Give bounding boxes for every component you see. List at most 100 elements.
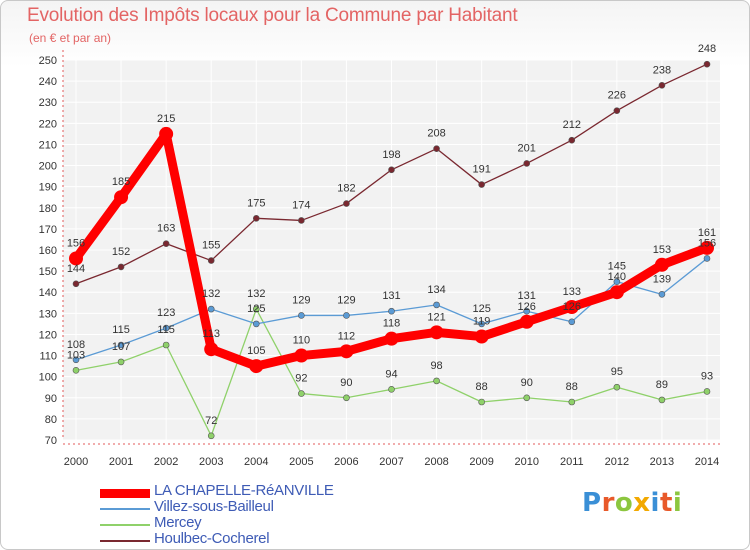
data-label-3: 226 [608,90,626,102]
series-point-2 [298,390,305,397]
series-point-1 [298,312,305,319]
data-label-1: 125 [472,303,490,315]
y-tick-label: 210 [39,139,57,151]
y-tick-label: 150 [39,266,57,278]
y-tick-label: 90 [45,393,57,405]
series-point-0 [249,359,264,374]
x-tick-label: 2010 [514,456,538,468]
x-tick-label: 2007 [379,456,403,468]
series-point-3 [388,166,395,174]
series-point-3 [703,60,711,68]
data-label-0: 185 [112,176,130,188]
series-point-2 [658,396,666,404]
y-tick-label: 240 [39,76,57,88]
data-label-1: 131 [382,290,400,302]
data-label-0: 133 [563,286,581,298]
data-label-1: 145 [608,261,626,273]
series-point-3 [162,240,170,247]
series-point-3 [613,107,621,114]
series-point-1 [343,312,350,319]
series-point-2 [478,398,485,406]
series-point-0 [159,126,174,141]
data-label-2: 115 [157,324,175,336]
data-label-0: 153 [653,244,671,256]
series-point-1 [613,278,621,285]
series-point-3 [568,136,576,144]
chart-subtitle: (en € et par an) [29,31,112,45]
series-point-0 [114,190,129,205]
series-point-2 [433,377,440,385]
data-label-2: 93 [701,370,713,382]
series-point-2 [162,341,170,349]
data-label-2: 107 [112,341,130,353]
series-point-3 [72,280,80,288]
data-label-3: 174 [292,199,310,211]
legend-swatch [100,508,150,510]
y-tick-label: 200 [39,161,57,173]
series-point-2 [252,305,260,313]
data-label-2: 103 [67,349,85,361]
data-label-2: 72 [205,415,217,427]
series-point-1 [252,320,260,328]
series-point-1 [117,341,125,349]
series-point-3 [523,160,531,167]
data-label-0: 140 [608,271,626,283]
series-point-2 [568,398,576,406]
series-point-0 [654,257,669,272]
x-tick-label: 2003 [199,456,223,468]
data-label-0: 112 [338,330,356,342]
series-point-0 [519,314,534,329]
legend-swatch [100,540,150,542]
data-label-1: 125 [247,303,265,315]
series-point-0 [69,251,83,266]
series-point-0 [429,325,444,340]
series-point-3 [658,82,666,89]
logo-letter: i [672,488,683,518]
series-point-3 [298,217,305,224]
data-label-1: 129 [292,294,310,306]
data-label-3: 175 [247,197,265,209]
series-point-0 [384,331,399,346]
y-tick-label: 80 [45,414,57,426]
data-label-1: 123 [157,307,175,319]
logo-letter: P [582,488,602,518]
data-label-0: 161 [698,227,716,239]
data-label-2: 90 [521,377,533,389]
legend-swatch [100,488,150,498]
data-label-0: 113 [202,328,220,340]
data-label-3: 201 [518,142,536,154]
x-tick-label: 2002 [154,456,178,468]
data-label-3: 155 [202,240,220,252]
data-label-3: 191 [472,164,490,176]
data-label-0: 121 [427,311,445,323]
legend-label: LA CHAPELLE-RéANVILLE [154,482,334,499]
data-label-0: 110 [293,335,311,347]
y-tick-label: 140 [39,287,57,299]
y-tick-label: 100 [39,372,57,384]
data-label-3: 238 [653,64,671,76]
x-tick-label: 2009 [469,456,493,468]
series-point-1 [658,291,666,298]
legend-label: Villez-sous-Bailleul [154,498,274,515]
x-tick-label: 2008 [424,456,448,468]
data-label-0: 126 [518,301,536,313]
x-tick-label: 2004 [244,456,268,468]
data-label-3: 212 [563,119,581,131]
data-label-1: 134 [427,284,445,296]
data-label-0: 118 [383,318,401,330]
y-tick-label: 160 [39,245,57,257]
x-tick-label: 2012 [605,456,629,468]
data-label-1: 139 [653,273,671,285]
data-label-0: 156 [67,237,85,249]
data-label-3: 248 [698,43,716,55]
data-label-3: 208 [427,128,445,140]
series-point-2 [613,383,621,391]
series-point-1 [523,307,531,315]
data-label-2: 132 [247,288,265,300]
series-point-1 [162,324,170,332]
y-tick-label: 180 [39,203,57,215]
y-tick-label: 120 [39,329,57,341]
data-label-1: 126 [563,301,581,313]
series-point-3 [117,263,125,271]
